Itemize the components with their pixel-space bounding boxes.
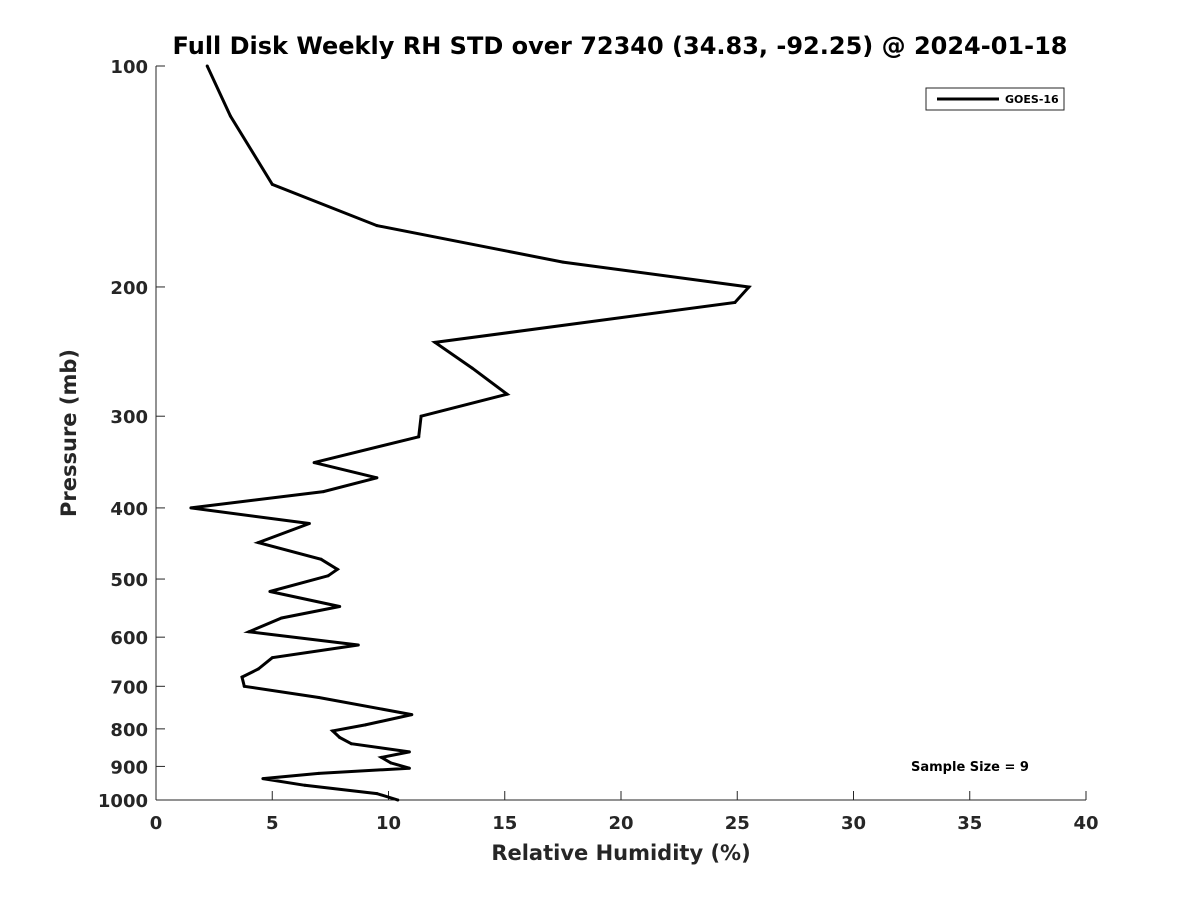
data-point — [363, 723, 367, 727]
y-tick-label: 300 — [110, 407, 148, 428]
x-tick-label: 40 — [1073, 813, 1098, 834]
data-point — [261, 777, 265, 781]
data-point — [321, 490, 325, 494]
data-point — [242, 684, 246, 688]
data-point — [312, 461, 316, 465]
data-point — [338, 605, 342, 608]
data-point — [319, 557, 323, 561]
sample-size-annotation: Sample Size = 9 — [911, 760, 1029, 775]
data-point — [189, 506, 193, 510]
y-tick-label: 500 — [110, 570, 148, 591]
y-tick-label: 700 — [110, 677, 148, 698]
data-point — [407, 750, 411, 754]
data-point — [303, 783, 307, 787]
y-tick-label: 400 — [110, 499, 148, 520]
y-tick-label: 100 — [110, 57, 148, 78]
plot-area — [156, 66, 1086, 800]
data-point — [317, 696, 321, 699]
data-point — [375, 476, 379, 480]
data-point — [270, 656, 274, 660]
x-tick-label: 10 — [376, 813, 401, 834]
data-point — [470, 366, 474, 370]
x-tick-label: 20 — [608, 813, 633, 834]
data-point — [505, 392, 509, 396]
data-point — [389, 761, 393, 765]
y-tick-label: 1000 — [98, 791, 148, 812]
legend: GOES-16 — [925, 87, 1065, 111]
legend-label: GOES-16 — [1005, 93, 1059, 106]
data-point — [561, 260, 565, 264]
data-point — [335, 567, 339, 571]
x-tick-label: 30 — [841, 813, 866, 834]
data-point — [410, 713, 414, 717]
series-line-goes-16 — [190, 65, 752, 802]
data-point — [375, 792, 379, 796]
data-point — [228, 114, 232, 118]
data-point — [407, 766, 411, 770]
data-point — [380, 755, 383, 759]
data-point — [317, 771, 321, 775]
data-point — [338, 736, 342, 739]
y-tick-label: 900 — [110, 757, 148, 778]
data-point — [331, 729, 335, 733]
data-point — [419, 414, 423, 418]
y-ticks: 100 200 300 400 500 600 700 800 900 1000 — [98, 57, 165, 812]
data-point — [417, 435, 421, 439]
data-point — [240, 675, 244, 679]
data-point — [205, 64, 209, 68]
x-ticks: 0 5 10 15 20 25 30 35 40 — [150, 791, 1099, 834]
data-point — [349, 742, 353, 746]
y-tick-label: 800 — [110, 720, 148, 741]
data-point — [256, 667, 260, 671]
chart-title: Full Disk Weekly RH STD over 72340 (34.8… — [173, 32, 1068, 60]
x-tick-label: 5 — [266, 813, 279, 834]
data-point — [307, 522, 311, 525]
x-tick-label: 0 — [150, 813, 163, 834]
x-tick-label: 25 — [725, 813, 750, 834]
data-point — [268, 590, 272, 593]
series-group — [189, 64, 752, 802]
data-point — [433, 340, 437, 344]
x-axis-label: Relative Humidity (%) — [491, 841, 750, 865]
data-point — [747, 285, 751, 289]
data-point — [356, 643, 360, 647]
y-axis-label: Pressure (mb) — [57, 349, 81, 517]
data-point — [280, 616, 284, 620]
y-tick-label: 600 — [110, 628, 148, 649]
data-point — [733, 301, 737, 304]
data-point — [270, 182, 274, 186]
x-tick-label: 15 — [492, 813, 517, 834]
data-point — [396, 798, 400, 802]
x-tick-label: 35 — [957, 813, 982, 834]
data-point — [247, 630, 251, 634]
data-point — [326, 574, 330, 578]
y-tick-label: 200 — [110, 278, 148, 299]
data-point — [256, 541, 260, 545]
data-point — [375, 224, 379, 228]
